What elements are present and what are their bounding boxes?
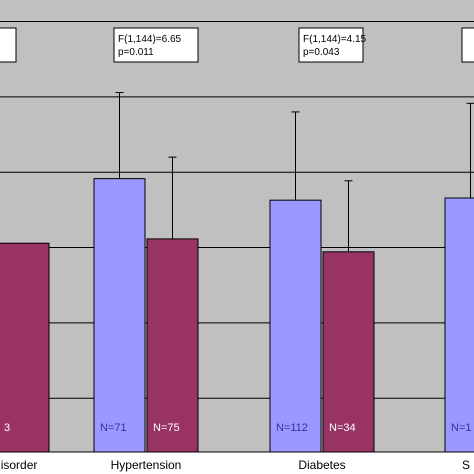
bar-series1-cat4 <box>444 197 474 453</box>
bar-series2-cat1 <box>0 242 50 453</box>
axis-strip <box>0 452 474 474</box>
stat-box <box>113 27 199 63</box>
stat-box <box>298 27 364 63</box>
bar-series2-cat2 <box>146 238 199 453</box>
category-label: Hypertension <box>111 458 182 472</box>
stat-text: F(1,144)=6.65 <box>118 34 182 45</box>
n-label: N=112 <box>276 422 308 434</box>
stat-text: p=0.011 <box>118 47 154 58</box>
n-label: N=71 <box>100 422 127 434</box>
bar-series1-cat3 <box>269 199 322 453</box>
stat-text: F(1,144)=4.15 <box>303 34 367 45</box>
stat-box <box>461 27 474 63</box>
bar-series2-cat3 <box>322 251 375 453</box>
plot-area <box>0 0 474 452</box>
category-label: S <box>462 458 470 472</box>
category-label: Diabetes <box>298 458 345 472</box>
bar-series1-cat2 <box>93 178 146 453</box>
stat-box <box>0 27 17 63</box>
n-label: 3 <box>4 422 10 434</box>
n-label: N=1 <box>451 422 472 434</box>
stat-text: p=0.043 <box>303 47 340 58</box>
category-label: Sleep disorder <box>0 458 37 472</box>
n-label: N=34 <box>329 422 356 434</box>
n-label: N=75 <box>153 422 180 434</box>
